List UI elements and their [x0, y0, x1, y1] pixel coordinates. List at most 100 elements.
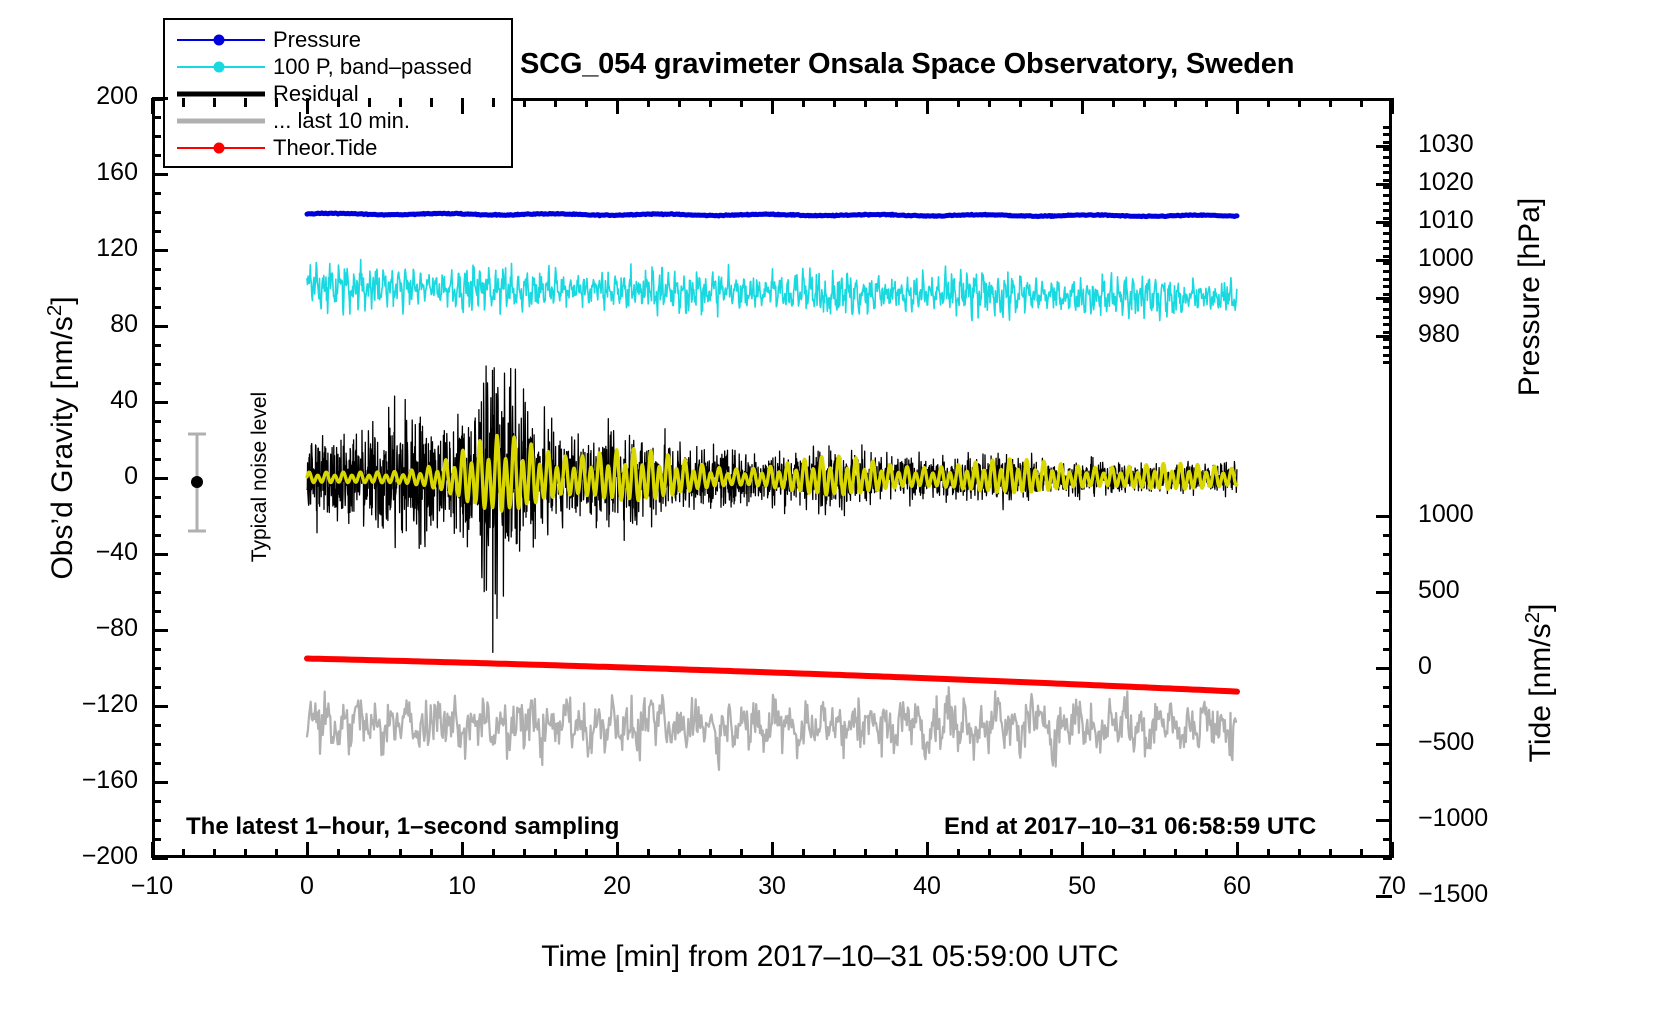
axis-tick-label: 20	[603, 872, 631, 900]
legend-label-last10min: ... last 10 min.	[273, 107, 410, 133]
axis-tick	[306, 842, 309, 858]
annotation-end-time: End at 2017–10–31 06:58:59 UTC	[944, 813, 1317, 840]
axis-tick	[1236, 98, 1239, 114]
axis-tick	[1174, 849, 1177, 858]
axis-tick	[1391, 98, 1394, 114]
axis-tick-label: 1000	[1418, 500, 1474, 528]
axis-tick	[1112, 849, 1115, 858]
axis-tick-label: −1500	[1418, 880, 1489, 908]
axis-tick	[1383, 330, 1392, 334]
axis-tick-label: 120	[96, 234, 138, 262]
axis-tick	[152, 515, 161, 518]
axis-tick	[152, 648, 161, 651]
axis-tick	[1360, 849, 1363, 858]
legend-item-pressure[interactable]: Pressure	[173, 26, 503, 53]
legend-item-theortide[interactable]: Theor.Tide	[173, 134, 503, 161]
legend-item-residual[interactable]: Residual	[173, 80, 503, 107]
axis-tick	[152, 192, 161, 195]
axis-tick	[1376, 144, 1392, 148]
noise-level-errorbar	[188, 432, 206, 533]
axis-tick	[1383, 686, 1392, 689]
axis-tick	[1383, 353, 1392, 357]
axis-tick	[1376, 258, 1392, 262]
axis-tick	[1298, 849, 1301, 858]
axis-tick-label: 70	[1378, 872, 1406, 900]
axis-tick-label: −80	[95, 614, 138, 642]
axis-tick	[306, 98, 309, 114]
axis-tick	[1360, 98, 1363, 107]
axis-tick	[1383, 553, 1392, 556]
legend-item-last10min[interactable]: ... last 10 min.	[173, 107, 503, 134]
axis-tick	[1376, 819, 1392, 822]
axis-tick	[152, 667, 161, 670]
axis-tick	[152, 97, 168, 100]
axis-tick	[616, 842, 619, 858]
legend-label-bandpassed: 100 P, band–passed	[273, 53, 472, 79]
axis-tick	[152, 458, 161, 461]
axis-tick	[1376, 895, 1392, 898]
legend-marker-icon	[213, 34, 225, 45]
axis-tick	[1383, 140, 1392, 144]
axis-tick	[1383, 629, 1392, 632]
axis-tick	[152, 420, 161, 423]
axis-tick	[152, 249, 168, 252]
axis-tick-label: −200	[81, 842, 138, 870]
axis-tick-label: 160	[96, 158, 138, 186]
axis-tick	[771, 842, 774, 858]
axis-tick	[152, 173, 168, 176]
axis-tick	[1383, 247, 1392, 251]
axis-tick	[152, 382, 161, 385]
axis-tick-label: 10	[448, 872, 476, 900]
axis-tick	[864, 98, 867, 107]
axis-tick	[1383, 307, 1392, 311]
y-axis-title-gravity: Obs’d Gravity [nm/s2]	[44, 208, 80, 668]
axis-tick	[833, 849, 836, 858]
axis-tick	[461, 842, 464, 858]
axis-tick-label: −1000	[1418, 804, 1489, 832]
axis-tick	[1383, 148, 1392, 152]
axis-tick	[152, 401, 168, 404]
axis-tick	[461, 98, 464, 114]
axis-tick	[1019, 849, 1022, 858]
axis-tick	[1383, 705, 1392, 708]
axis-tick	[523, 849, 526, 858]
axis-tick	[152, 629, 168, 632]
axis-tick	[1329, 849, 1332, 858]
axis-tick	[1383, 201, 1392, 205]
axis-tick	[152, 838, 161, 841]
axis-tick	[152, 762, 161, 765]
axis-tick	[244, 849, 247, 858]
axis-tick	[678, 849, 681, 858]
axis-tick-label: 40	[913, 872, 941, 900]
tide-title-bracket: ]	[1524, 603, 1557, 613]
axis-tick	[152, 268, 161, 271]
axis-tick	[1391, 842, 1394, 858]
legend: Pressure 100 P, band–passed Residual ...…	[163, 18, 513, 168]
trace-pressure	[304, 210, 1240, 220]
axis-tick	[709, 98, 712, 107]
axis-tick	[1383, 572, 1392, 575]
axis-tick	[647, 98, 650, 107]
axis-tick	[1383, 239, 1392, 243]
trace-bandpassed	[306, 258, 1238, 322]
axis-tick-label: 980	[1418, 319, 1460, 348]
axis-tick	[182, 849, 185, 858]
axis-tick	[152, 135, 161, 138]
page-title: SCG_054 gravimeter Onsala Space Observat…	[520, 48, 1295, 80]
axis-tick	[492, 98, 495, 107]
axis-tick	[1267, 849, 1270, 858]
axis-tick	[1383, 323, 1392, 327]
axis-tick	[1174, 98, 1177, 107]
axis-tick	[430, 98, 433, 107]
axis-tick	[1383, 292, 1392, 296]
axis-tick	[1383, 534, 1392, 537]
axis-tick	[152, 306, 161, 309]
legend-label-pressure: Pressure	[273, 26, 362, 52]
axis-tick	[1383, 648, 1392, 651]
axis-tick	[1383, 254, 1392, 258]
axis-tick	[895, 98, 898, 107]
noise-level-label: Typical noise level	[248, 391, 271, 563]
axis-tick	[554, 98, 557, 107]
legend-item-bandpassed[interactable]: 100 P, band–passed	[173, 53, 503, 80]
tide-title-text: Tide [nm/s	[1524, 623, 1557, 763]
